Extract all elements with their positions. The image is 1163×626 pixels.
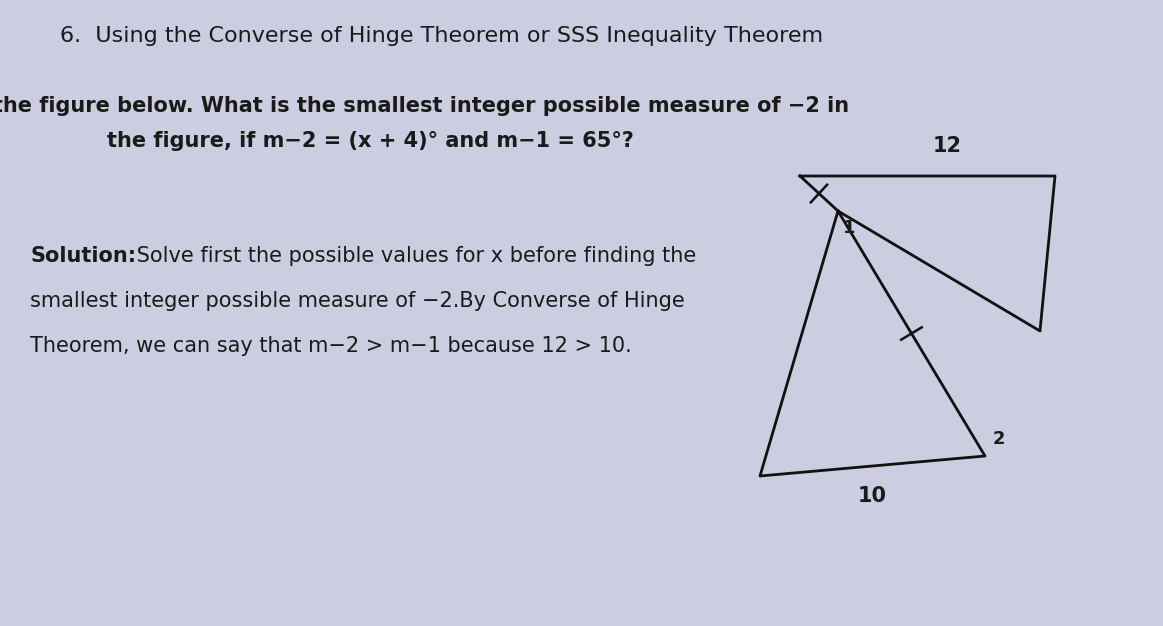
Text: smallest integer possible measure of −2.By Converse of Hinge: smallest integer possible measure of −2.… [30,291,685,311]
Text: 6.  Using the Converse of Hinge Theorem or SSS Inequality Theorem: 6. Using the Converse of Hinge Theorem o… [60,26,823,46]
Text: 12: 12 [933,136,962,156]
Text: 10: 10 [858,486,887,506]
Text: Theorem, we can say that m−2 > m−1 because 12 > 10.: Theorem, we can say that m−2 > m−1 becau… [30,336,632,356]
Text: Refer to the figure below. What is the smallest integer possible measure of −2 i: Refer to the figure below. What is the s… [0,96,849,116]
Text: Solve first the possible values for x before finding the: Solve first the possible values for x be… [130,246,697,266]
Text: 1: 1 [843,219,856,237]
Text: 2: 2 [993,430,1006,448]
Text: Solution:: Solution: [30,246,136,266]
Text: the figure, if m−2 = (x + 4)° and m−1 = 65°?: the figure, if m−2 = (x + 4)° and m−1 = … [107,131,634,151]
